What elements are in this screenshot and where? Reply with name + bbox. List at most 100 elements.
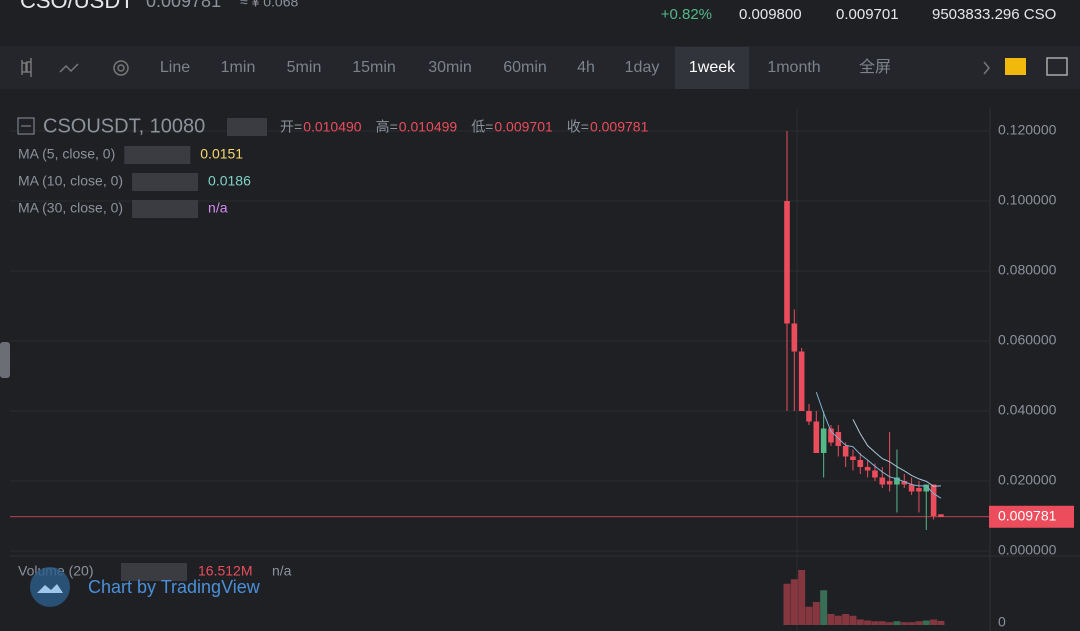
candle-body — [813, 421, 820, 454]
ohlc-label: 开= — [280, 119, 302, 135]
last-price-label: 0.009781 — [998, 507, 1057, 523]
settings-icon-core — [117, 64, 125, 72]
toolbar-item[interactable]: 1day — [625, 59, 660, 76]
toolbar-items: Line 1min 5min 15min 30min 60min 4h 1day 1week 1m… — [160, 47, 891, 89]
toolbar-item[interactable]: 30min — [428, 59, 472, 76]
candle-body — [784, 200, 790, 324]
volume-bar — [922, 620, 930, 625]
volume-ma: n/a — [272, 563, 292, 579]
high: 0.009800 — [739, 6, 802, 23]
side-tab[interactable] — [0, 342, 10, 378]
candle-body — [901, 481, 908, 485]
ma-buttons[interactable] — [132, 200, 199, 218]
volume-bar — [908, 622, 916, 625]
toolbar-item[interactable]: 15min — [352, 59, 396, 76]
y-tick-label: 0.120000 — [998, 122, 1057, 138]
volume-bar — [893, 621, 901, 625]
volume-bar — [864, 620, 872, 625]
settings-icon[interactable] — [113, 60, 129, 76]
legend-symbol: CSOUSDT, 10080 — [43, 115, 205, 137]
volume-bar — [812, 602, 820, 625]
volume-bar — [915, 621, 923, 625]
toolbar-icons — [21, 58, 990, 77]
candle-body — [872, 470, 878, 478]
ma-line — [852, 419, 941, 487]
watermark[interactable]: Chart by TradingView — [88, 577, 261, 597]
candle-body — [916, 488, 922, 492]
candle-body — [835, 432, 842, 447]
ma-value: 0.0151 — [200, 146, 243, 162]
y-tick-label: 0.000000 — [998, 542, 1057, 558]
volume-bar — [849, 615, 857, 625]
volume-bar — [798, 570, 806, 625]
volume-value: 16.512M — [198, 563, 252, 579]
volume-bar — [827, 614, 835, 625]
change: +0.82% — [661, 6, 712, 23]
toolbar-item[interactable]: 1month — [767, 59, 820, 76]
candle-body — [894, 477, 900, 485]
toolbar-item[interactable]: 全屏 — [859, 58, 891, 76]
volume-bar — [930, 619, 938, 625]
candle-body — [850, 456, 856, 461]
last-price-tag — [989, 505, 1074, 528]
ma-buttons[interactable] — [124, 146, 191, 164]
volume-bar — [937, 620, 945, 625]
toolbar-item[interactable]: 1min — [221, 59, 256, 76]
toolbar-item[interactable]: 60min — [503, 59, 547, 76]
candle-body — [857, 460, 864, 468]
image-icon[interactable] — [1046, 57, 1068, 76]
volume-bar — [834, 615, 842, 625]
ma-name: MA (5, close, 0) — [18, 146, 115, 162]
y-tick-label: 0.020000 — [998, 472, 1057, 488]
ma-value: 0.0186 — [208, 173, 251, 189]
y-tick-label: 0.100000 — [998, 192, 1057, 208]
candle-body — [938, 514, 944, 517]
active-tab — [675, 47, 749, 89]
candle-body — [930, 484, 937, 517]
ma-line — [815, 391, 942, 499]
toolbar-item[interactable]: Line — [160, 59, 190, 76]
plot: 0.000000 0.020000 0.040000 0.060000 0.080000… — [10, 108, 1074, 631]
collapse-icon[interactable] — [17, 117, 35, 135]
ohlc-value: 0.009781 — [590, 119, 649, 135]
low: 0.009701 — [836, 6, 899, 23]
legend-ma: MA (5, close, 0) 0.0151 MA (10, close, 0) 0… — [18, 146, 251, 218]
chart-mode-icon[interactable] — [1005, 58, 1026, 75]
toolbar-item[interactable]: 5min — [287, 59, 322, 76]
volume-bar — [842, 614, 850, 625]
pair: CSO/USDT — [20, 0, 134, 13]
line-icon[interactable] — [59, 63, 79, 73]
ohlc-label: 高= — [376, 119, 398, 135]
volume-bar — [805, 606, 813, 625]
y-tick-label: 0.080000 — [998, 262, 1057, 278]
candle-body — [864, 467, 871, 471]
watermark-logo[interactable] — [30, 567, 70, 607]
scroll-icon[interactable] — [983, 61, 990, 75]
volume-bar — [820, 590, 828, 625]
volume-bar — [783, 583, 791, 625]
ohlc-value: 0.010490 — [303, 119, 362, 135]
volume-buttons[interactable] — [121, 563, 187, 581]
ohlc-value: 0.009701 — [494, 119, 553, 135]
toolbar — [0, 46, 1080, 89]
candle-body — [879, 477, 886, 485]
header-bg — [0, 0, 1080, 46]
candle-icon[interactable] — [21, 58, 32, 77]
toolbar-item[interactable]: 1week — [689, 59, 736, 76]
cny: ≈ ¥ 0.068 — [240, 0, 298, 10]
chart-bg — [0, 89, 1080, 631]
candle-body — [806, 411, 812, 422]
ma-name: MA (10, close, 0) — [18, 173, 123, 189]
toolbar-item[interactable]: 4h — [577, 59, 595, 76]
candle-body — [798, 351, 805, 412]
ohlc-value: 0.010499 — [399, 119, 458, 135]
volume: 9503833.296 CSO — [932, 6, 1056, 23]
legend-buttons[interactable] — [227, 118, 267, 136]
ma-buttons[interactable] — [132, 173, 199, 191]
candle-body — [886, 481, 893, 485]
volume-bar — [886, 622, 894, 625]
watermark-logo-mark — [37, 584, 63, 593]
candle-body — [791, 323, 798, 352]
